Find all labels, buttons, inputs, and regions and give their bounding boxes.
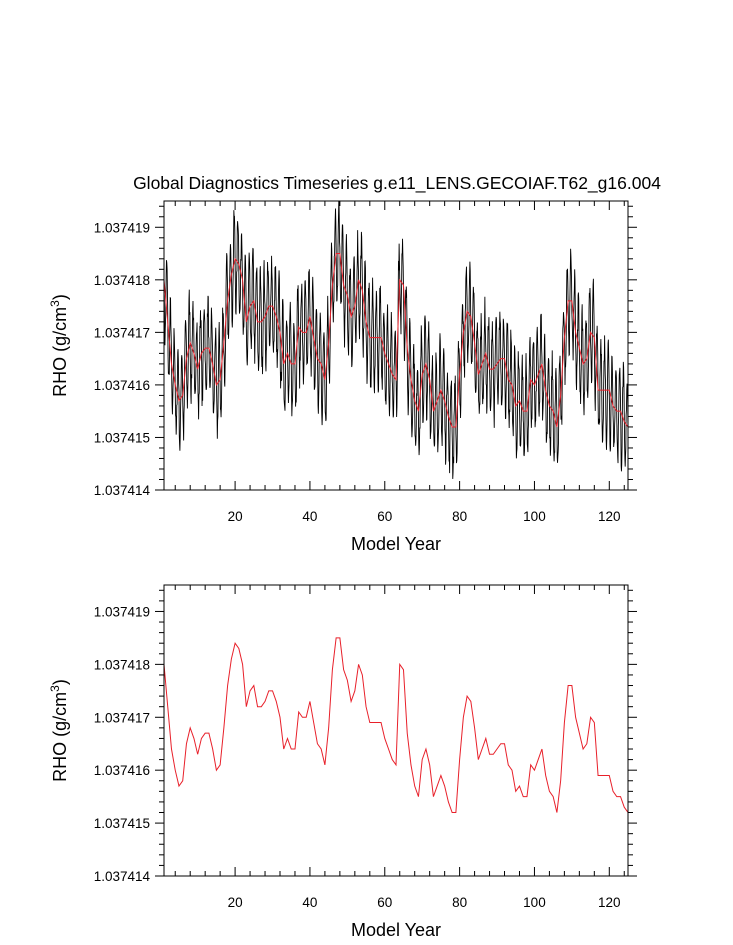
x-tick-labels: 20 40 60 80 100 120 — [228, 509, 621, 524]
plot-frame — [163, 584, 629, 877]
x-tick-label: 80 — [452, 509, 467, 524]
timeseries-panel-top: 1.037414 1.037415 1.037416 1.037417 1.037418… — [48, 200, 637, 554]
y-tick-label: 1.037416 — [94, 763, 150, 778]
y-axis-label-close: ) — [50, 679, 70, 685]
y-axis-label-main: RHO (g/cm — [50, 307, 70, 397]
axis-ticks — [155, 585, 637, 877]
y-axis-label-main: RHO (g/cm — [50, 692, 70, 782]
x-tick-label: 100 — [523, 509, 546, 524]
x-tick-label: 60 — [377, 895, 392, 910]
y-axis-label-close: ) — [50, 294, 70, 300]
x-axis-label: Model Year — [351, 534, 441, 554]
y-tick-labels: 1.037414 1.037415 1.037416 1.037417 1.037418… — [94, 220, 151, 498]
timeseries-panel-bottom: 1.037414 1.037415 1.037416 1.037417 1.037418… — [48, 584, 637, 940]
annual-series-group — [164, 253, 628, 428]
chart-title: Global Diagnostics Timeseries g.e11_LENS… — [133, 173, 661, 194]
annual-series-line — [164, 253, 628, 428]
x-tick-label: 120 — [598, 509, 621, 524]
x-tick-label: 20 — [228, 895, 243, 910]
y-tick-labels: 1.037414 1.037415 1.037416 1.037417 1.037418… — [94, 604, 151, 884]
monthly-series-group — [164, 201, 628, 479]
x-tick-label: 20 — [228, 509, 243, 524]
y-tick-label: 1.037419 — [94, 604, 150, 619]
annual-series-group — [164, 637, 628, 814]
x-tick-label: 80 — [452, 895, 467, 910]
y-tick-label: 1.037418 — [94, 273, 150, 288]
y-tick-label: 1.037414 — [94, 869, 151, 884]
y-axis-label: RHO (g/cm3) — [48, 294, 70, 397]
y-axis-label: RHO (g/cm3) — [48, 679, 70, 782]
x-axis-label: Model Year — [351, 920, 441, 940]
axis-ticks — [155, 201, 637, 491]
x-tick-label: 40 — [302, 509, 317, 524]
y-tick-label: 1.037418 — [94, 657, 150, 672]
y-axis-label-superscript: 3 — [48, 300, 62, 307]
x-tick-label: 100 — [523, 895, 546, 910]
y-tick-label: 1.037415 — [94, 816, 150, 831]
x-tick-labels: 20 40 60 80 100 120 — [228, 895, 621, 910]
y-tick-label: 1.037415 — [94, 430, 150, 445]
plot-frame — [163, 200, 629, 491]
x-tick-label: 120 — [598, 895, 621, 910]
x-tick-label: 60 — [377, 509, 392, 524]
y-tick-label: 1.037414 — [94, 483, 151, 498]
x-tick-label: 40 — [302, 895, 317, 910]
annual-series-line — [164, 637, 628, 814]
monthly-series-line — [164, 201, 628, 479]
y-tick-label: 1.037419 — [94, 220, 150, 235]
y-tick-label: 1.037417 — [94, 325, 150, 340]
y-axis-label-superscript: 3 — [48, 685, 62, 692]
y-tick-label: 1.037417 — [94, 710, 150, 725]
y-tick-label: 1.037416 — [94, 378, 150, 393]
